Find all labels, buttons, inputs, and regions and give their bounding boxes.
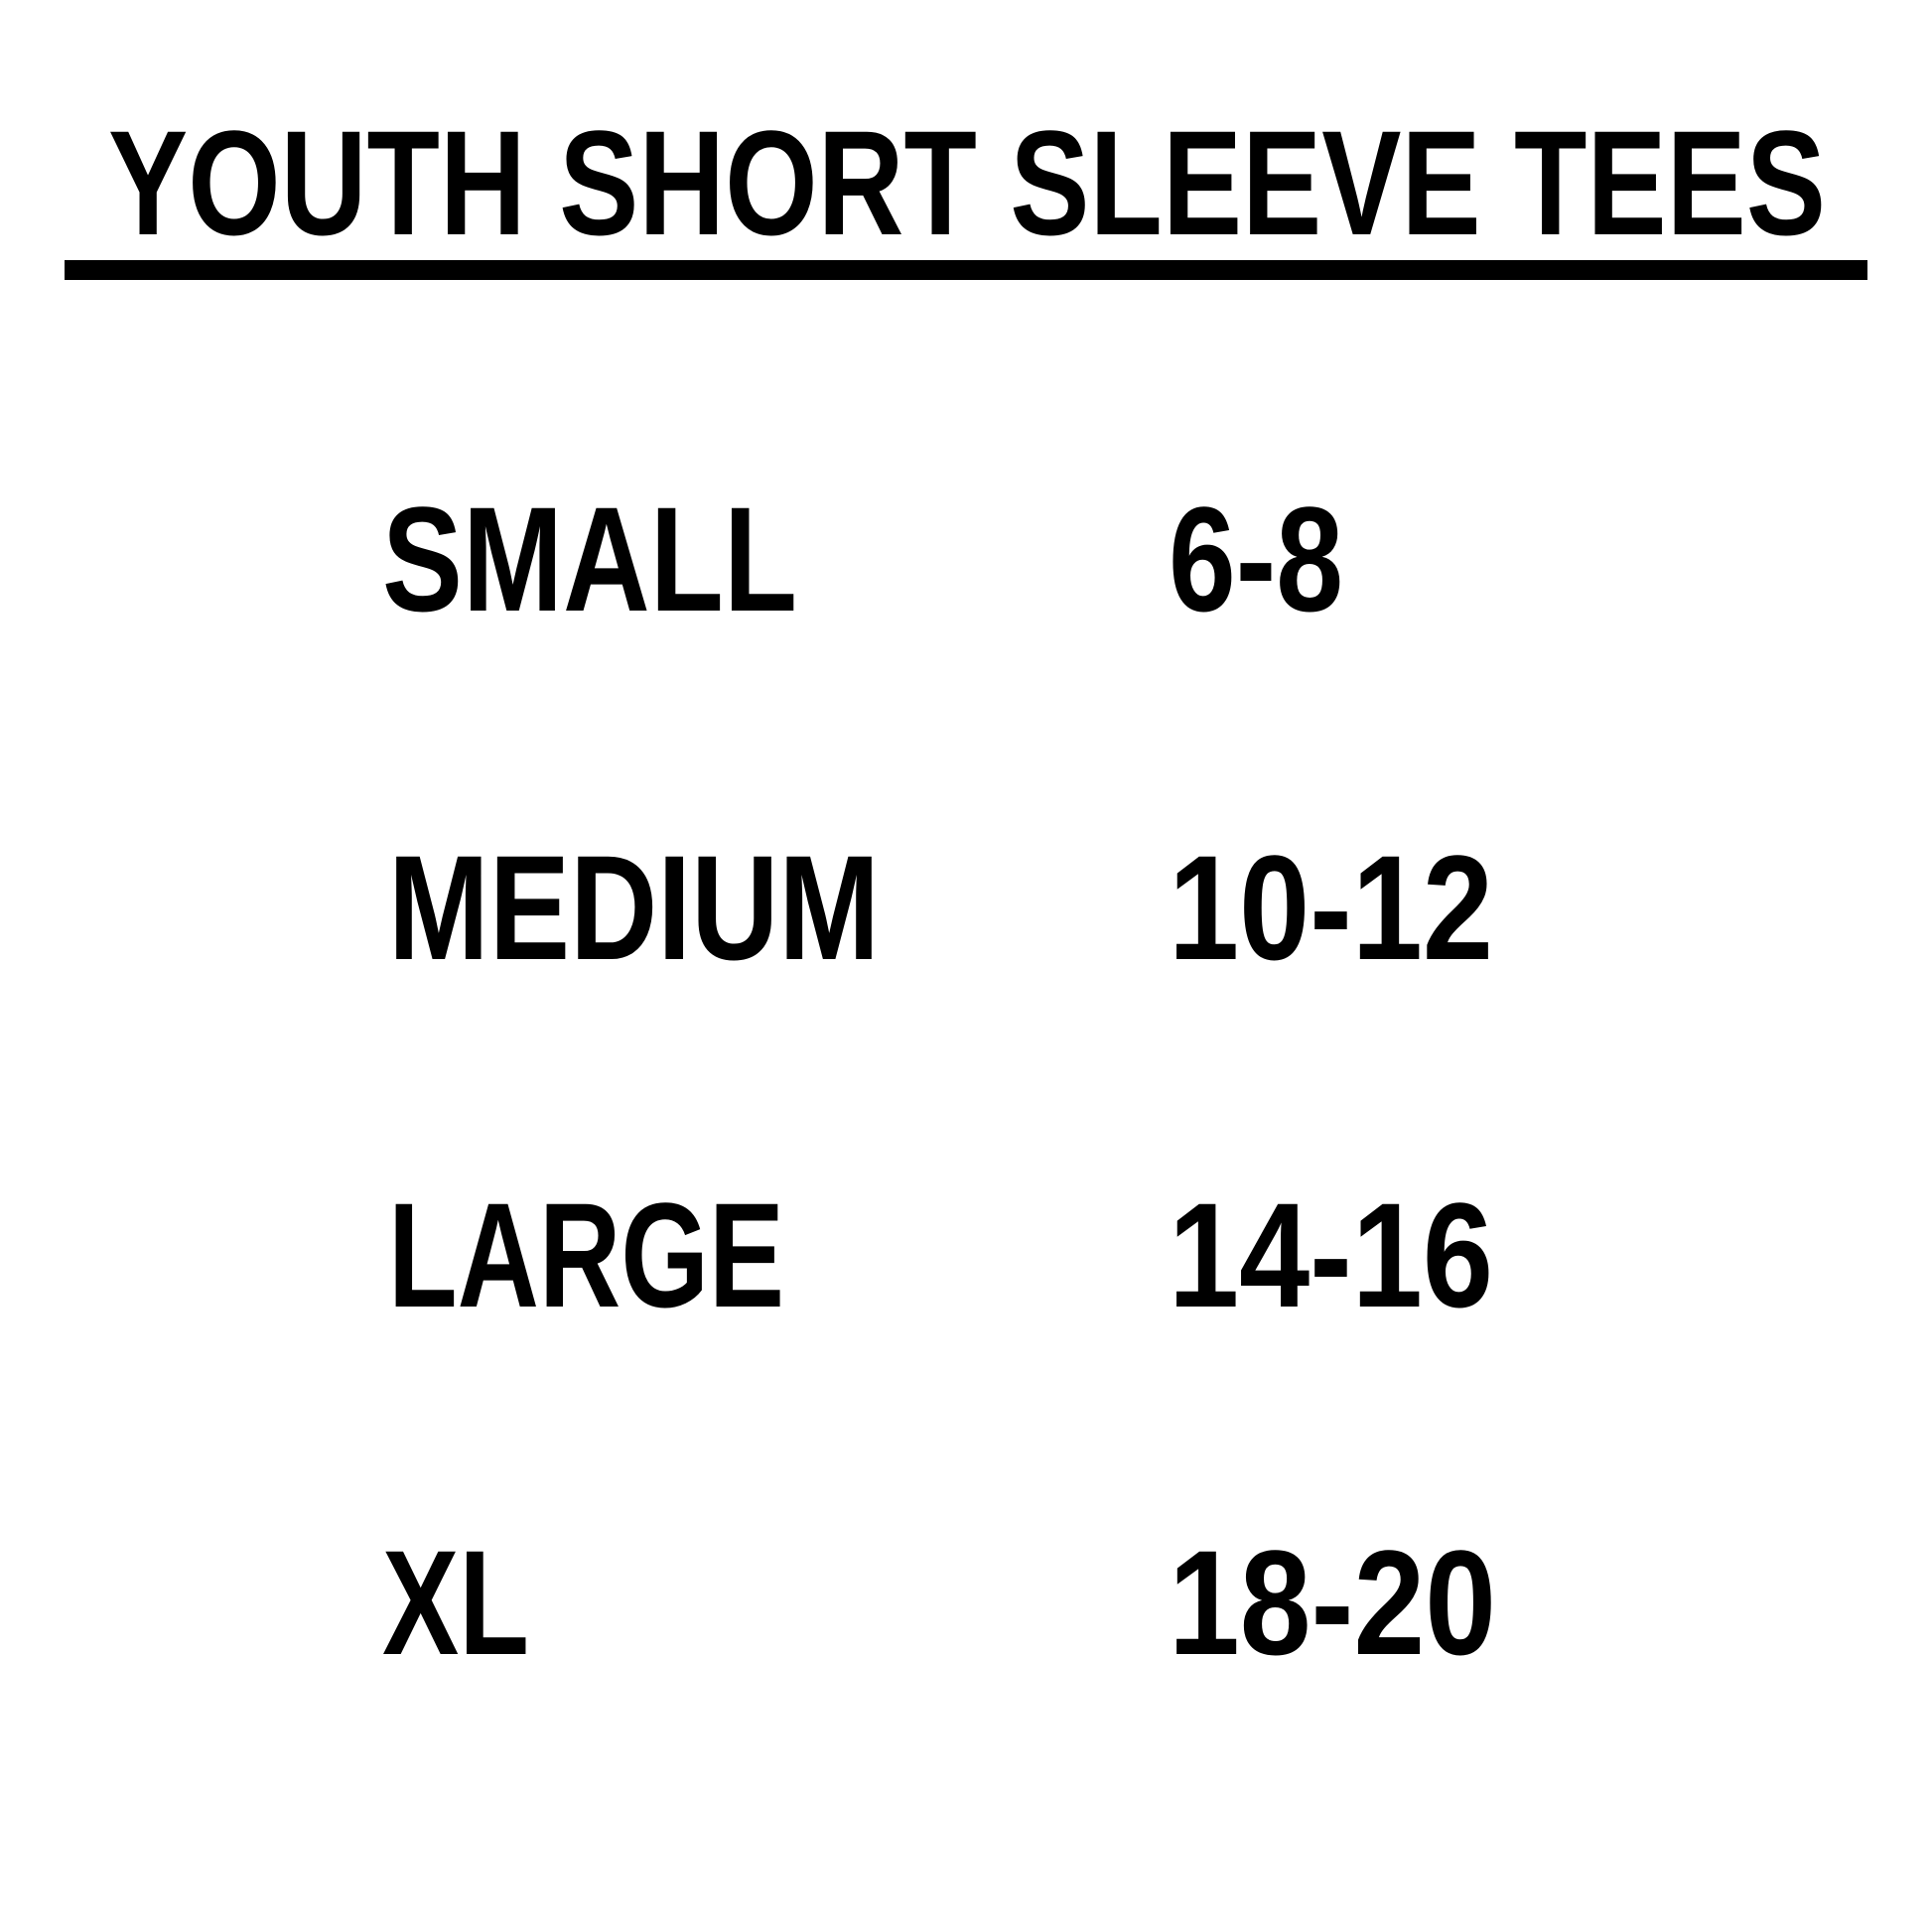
size-label: MEDIUM — [388, 824, 880, 991]
title-divider — [65, 260, 1867, 280]
size-range: 14-16 — [1169, 1172, 1493, 1338]
size-range: 6-8 — [1169, 476, 1343, 642]
size-label: LARGE — [388, 1172, 784, 1338]
size-label: XL — [382, 1519, 529, 1686]
size-label: SMALL — [382, 476, 797, 642]
size-range: 18-20 — [1169, 1519, 1496, 1686]
page-title: YOUTH SHORT SLEEVE TEES — [108, 99, 1826, 266]
size-range: 10-12 — [1169, 824, 1493, 991]
